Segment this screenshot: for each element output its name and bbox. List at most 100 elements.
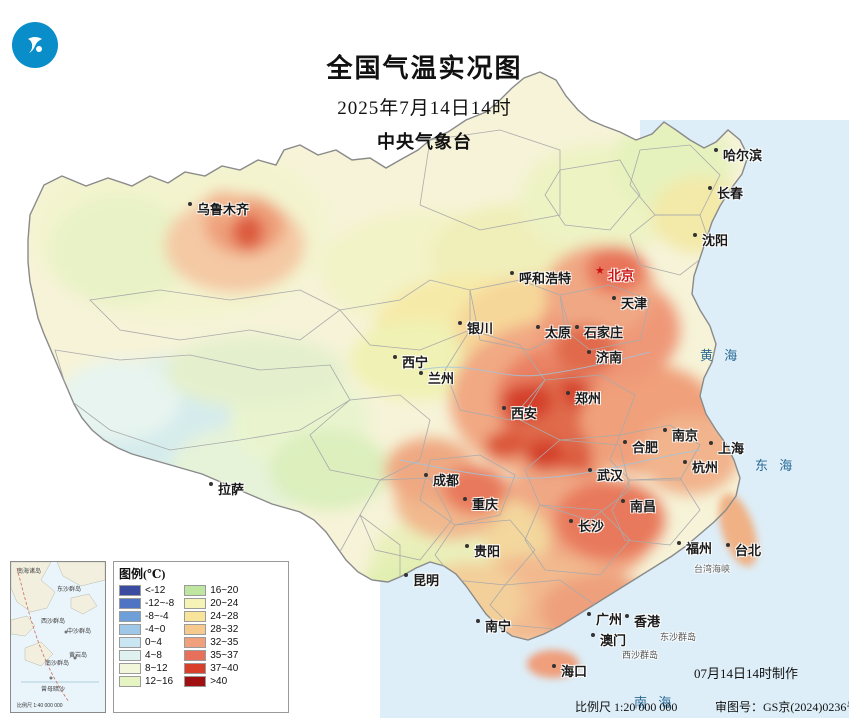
- city-label: 海口: [561, 664, 588, 679]
- city-marker: [623, 440, 627, 444]
- city-label: 太原: [545, 325, 572, 340]
- city-marker: [536, 325, 540, 329]
- legend-swatch: [119, 662, 141, 674]
- legend-row: 20~24: [184, 597, 238, 609]
- legend-label: 8~12: [145, 662, 168, 674]
- city-marker: [612, 296, 616, 300]
- inset-label-zhongsha: 中沙群岛: [67, 629, 92, 635]
- inset-canvas: [11, 562, 105, 712]
- city-label: 澳门: [600, 633, 627, 648]
- inset-label-huangyan: 黄岩岛: [69, 653, 88, 659]
- cma-logo-icon: [12, 22, 58, 68]
- sea-label-yellow-sea: 黄 海: [700, 348, 742, 363]
- city-marker: [587, 612, 591, 616]
- city-marker: [188, 202, 192, 206]
- city-label: 广州: [596, 612, 623, 627]
- legend-label: 12~16: [145, 675, 174, 687]
- legend-title: 图例(℃): [119, 567, 166, 581]
- legend-column-right: 16~20 20~24 24~28 28~32 32~35 35~37 37~40 >40: [184, 584, 238, 687]
- inset-map-south-china-sea: 南海诸岛 东沙群岛 西沙群岛 中沙群岛 南沙群岛 黄岩岛 曾母暗沙 比例尺 1:…: [10, 561, 106, 713]
- city-marker: [510, 271, 514, 275]
- legend-row: 8~12: [119, 662, 174, 674]
- legend-label: -4~0: [145, 623, 166, 635]
- sea-label-east-sea: 东 海: [755, 458, 797, 473]
- legend-label: 0~4: [145, 636, 162, 648]
- city-label: 香港: [634, 614, 661, 629]
- city-label: 南宁: [485, 619, 512, 634]
- city-marker: [663, 428, 667, 432]
- legend-swatch: [184, 662, 207, 674]
- legend-row: <-12: [119, 584, 174, 596]
- city-label: 南京: [672, 428, 699, 443]
- legend-swatch: [184, 623, 207, 635]
- legend-label: <-12: [145, 584, 166, 596]
- city-marker: [566, 391, 570, 395]
- inset-scale-text: 比例尺 1:40 000 000: [17, 703, 63, 709]
- city-label: 贵阳: [474, 544, 501, 559]
- legend-row: 35~37: [184, 649, 238, 661]
- city-label: 哈尔滨: [723, 148, 763, 163]
- legend-label: -12~-8: [145, 597, 175, 609]
- city-label: 台北: [735, 543, 762, 558]
- legend-label: 37~40: [210, 662, 239, 674]
- legend-swatch: [184, 584, 207, 596]
- city-label: 郑州: [575, 391, 602, 406]
- city-label: 成都: [433, 473, 460, 488]
- city-label: 济南: [596, 350, 623, 365]
- city-marker: [465, 544, 469, 548]
- legend-row: 16~20: [184, 584, 238, 596]
- inset-label-xisha: 西沙群岛: [41, 619, 66, 625]
- city-label: 沈阳: [702, 233, 729, 248]
- legend-label: >40: [210, 675, 228, 687]
- legend-swatch: [119, 597, 141, 609]
- legend-row: 37~40: [184, 662, 238, 674]
- city-marker: [591, 633, 595, 637]
- city-label: 武汉: [597, 468, 624, 483]
- inset-title: 南海诸岛: [17, 569, 42, 575]
- city-label: 昆明: [413, 573, 440, 588]
- legend-panel: 图例(℃) <-12 -12~-8 -8~-4 -4~0 0~4 4~8 8~12 12~16…: [113, 561, 289, 713]
- legend-column-left: <-12 -12~-8 -8~-4 -4~0 0~4 4~8 8~12 12~16: [119, 584, 174, 687]
- map-datetime: 2025年7月14日14时: [337, 98, 512, 119]
- city-marker: [569, 519, 573, 523]
- city-marker: [404, 573, 408, 577]
- city-label: 福州: [686, 541, 713, 556]
- legend-row: >40: [184, 675, 238, 687]
- city-marker: [708, 186, 712, 190]
- legend-label: 35~37: [210, 649, 239, 661]
- city-marker: [209, 482, 213, 486]
- legend-row: 28~32: [184, 623, 238, 635]
- legend-swatch: [119, 636, 141, 648]
- province-borders: [54, 129, 721, 631]
- legend-swatch: [184, 597, 207, 609]
- legend-swatch: [119, 584, 141, 596]
- city-label: 重庆: [472, 497, 499, 512]
- city-label: 上海: [718, 441, 745, 456]
- city-label: 天津: [621, 296, 648, 311]
- city-label: 合肥: [632, 440, 659, 455]
- city-marker: [621, 499, 625, 503]
- city-label: 杭州: [692, 460, 719, 475]
- legend-swatch: [119, 623, 141, 635]
- map-scale-text: 比例尺 1:20 000 000: [575, 700, 678, 714]
- capital-star-icon: ★: [595, 265, 605, 277]
- city-marker: [502, 406, 506, 410]
- city-label: 石家庄: [584, 325, 624, 340]
- legend-label: -8~-4: [145, 610, 169, 622]
- legend-label: 32~35: [210, 636, 239, 648]
- map-approval-number: 审图号：GS京(2024)0236号: [715, 700, 849, 714]
- city-marker: [419, 371, 423, 375]
- legend-swatch: [119, 675, 141, 687]
- legend-row: 0~4: [119, 636, 174, 648]
- legend-swatch: [119, 649, 141, 661]
- legend-swatch: [184, 675, 207, 687]
- legend-label: 24~28: [210, 610, 239, 622]
- city-label: 拉萨: [218, 482, 245, 497]
- label-taiwan-strait: 台湾海峡: [694, 564, 731, 574]
- island-label-xisha: 西沙群岛: [622, 650, 659, 660]
- city-marker: [393, 355, 397, 359]
- legend-row: 4~8: [119, 649, 174, 661]
- city-marker: [552, 664, 556, 668]
- city-marker: [463, 497, 467, 501]
